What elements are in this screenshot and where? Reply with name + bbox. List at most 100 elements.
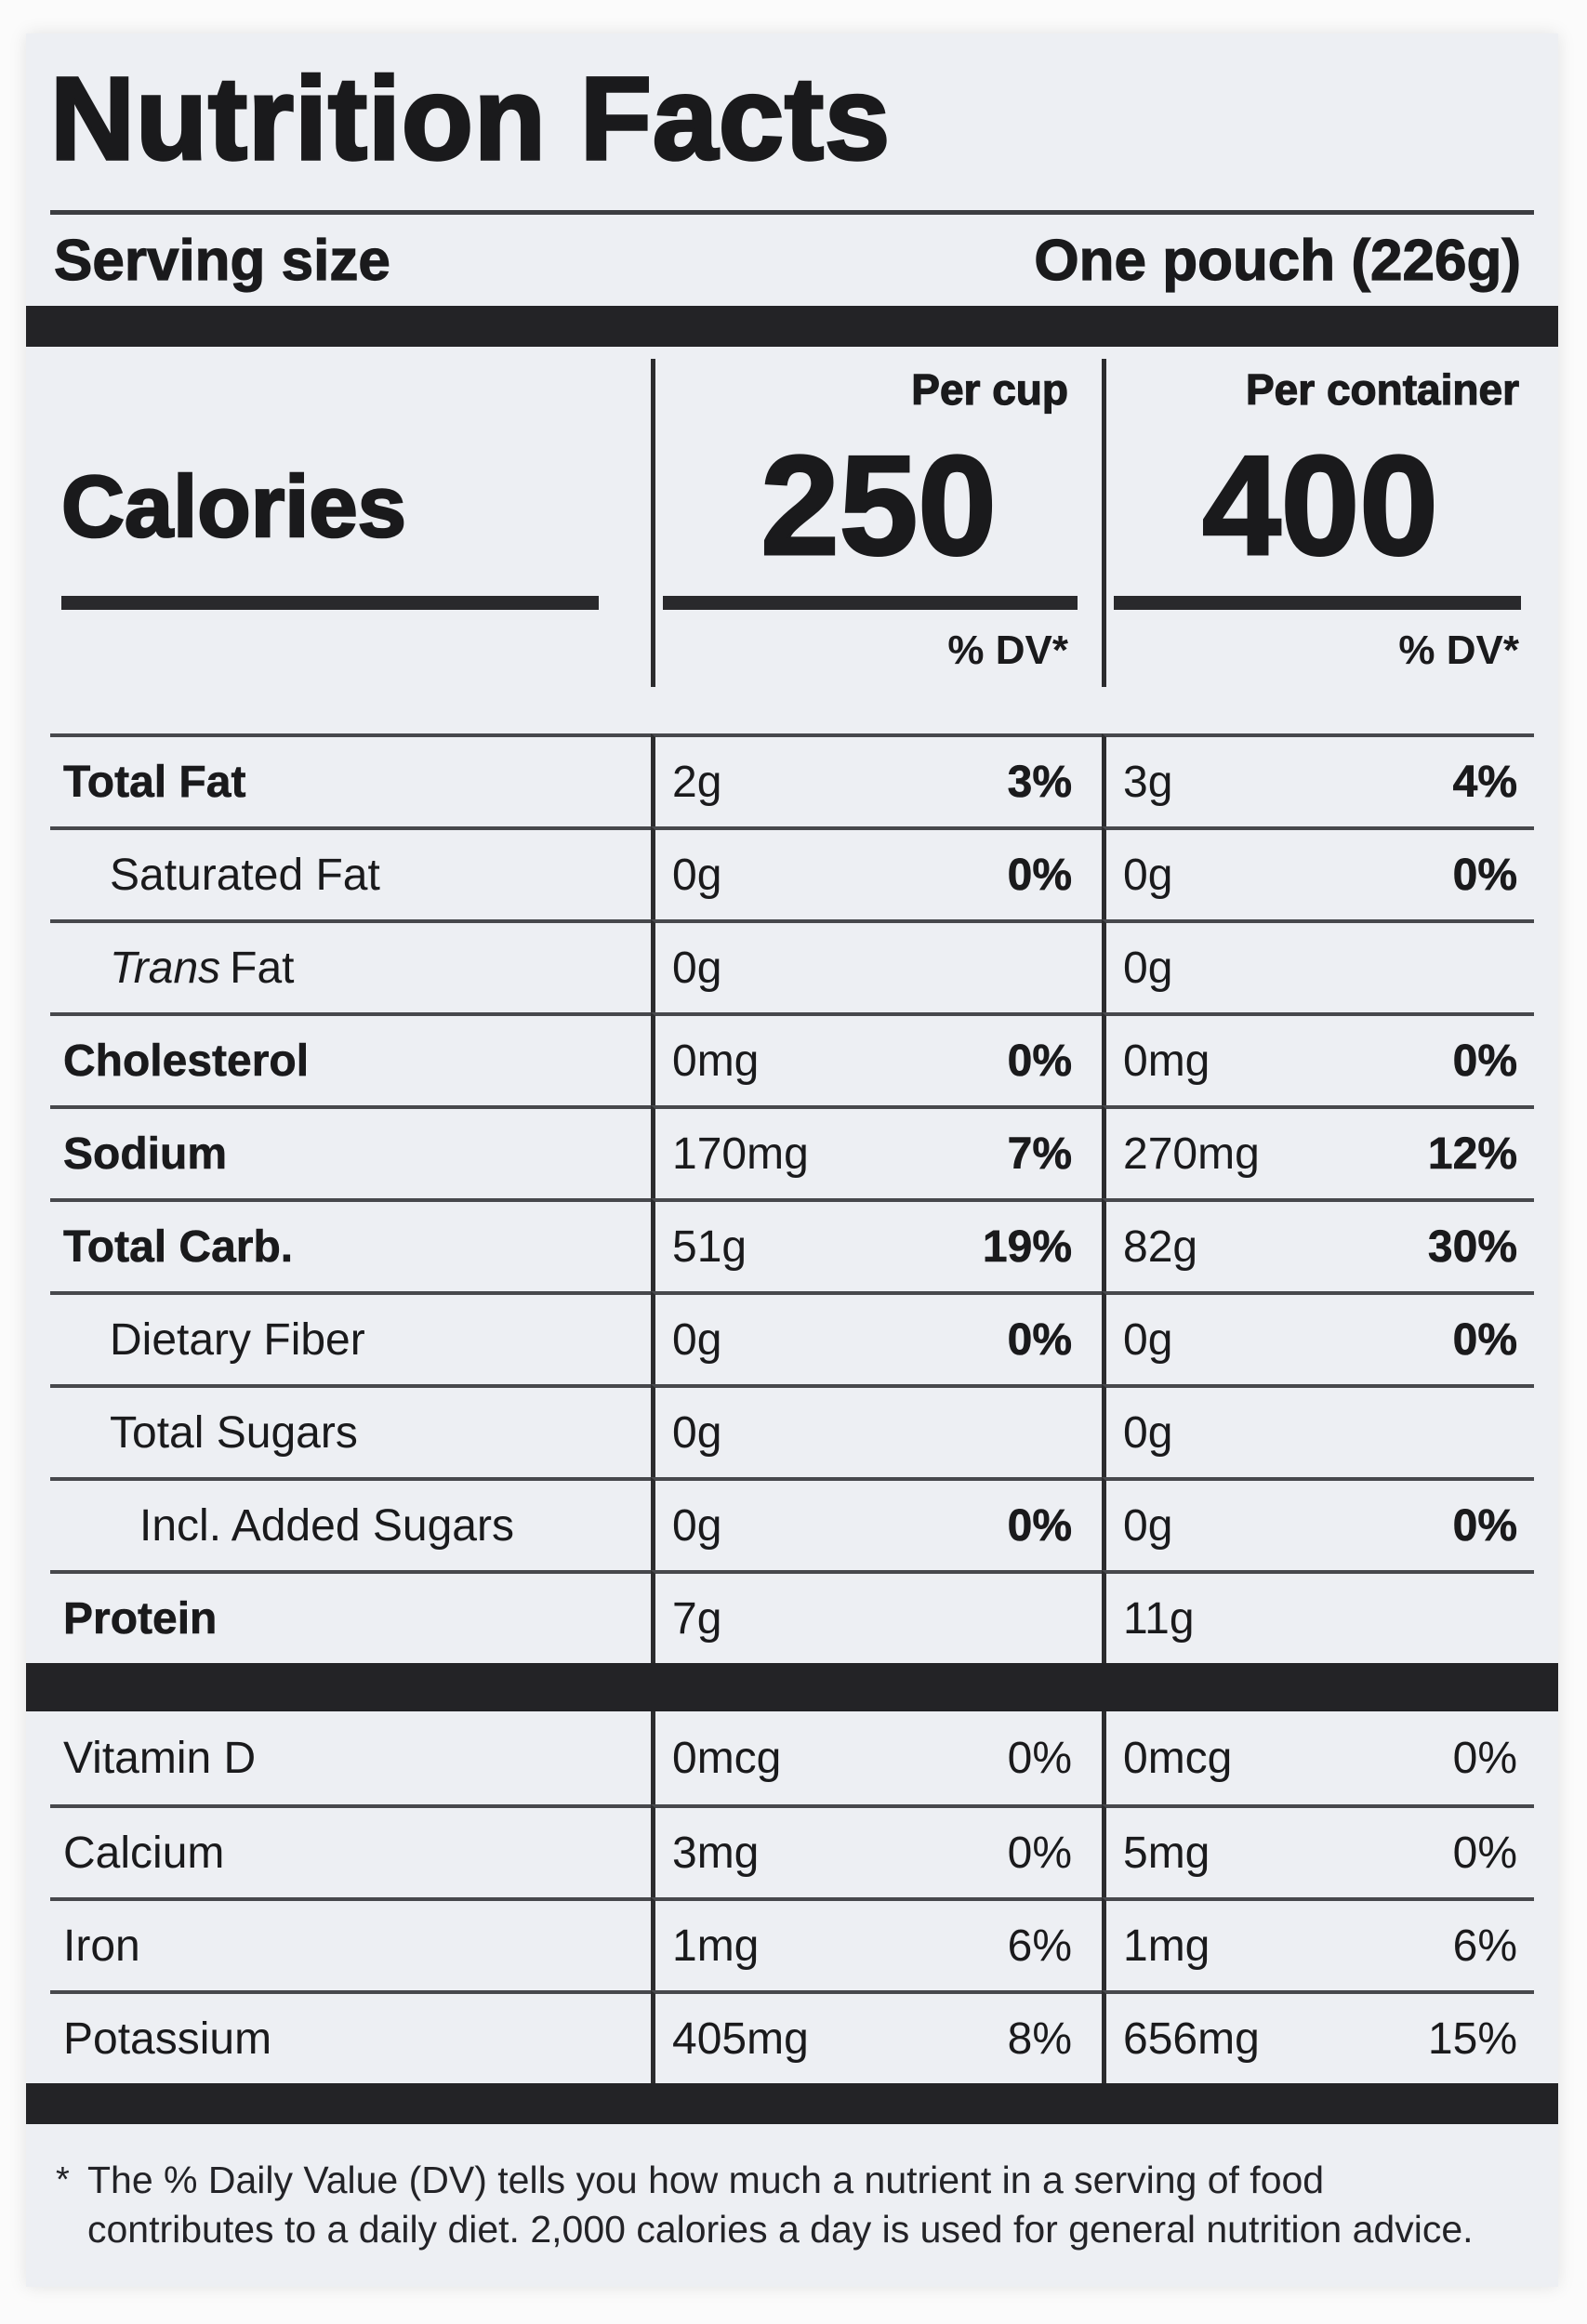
nutrient-row-total-fat: Total Fat 2g 3% 3g 4% [50, 733, 1534, 826]
dv-per-cup: 0% [1007, 1733, 1072, 1783]
nutrient-name: Sodium [50, 1105, 651, 1198]
amount-per-container: 0mg [1123, 1036, 1210, 1086]
amount-per-cup: 0g [672, 943, 722, 993]
nutrient-name: Protein [50, 1570, 651, 1663]
nutrient-name: Total Fat [50, 733, 651, 826]
dv-per-container: 30% [1427, 1221, 1518, 1272]
calories-values-row: Calories 250 400 [50, 420, 1534, 592]
amount-per-cup: 51g [672, 1221, 747, 1272]
amount-per-container: 11g [1123, 1593, 1195, 1644]
footnote-text: The % Daily Value (DV) tells you how muc… [87, 2159, 1474, 2251]
micronutrient-row-calcium: Calcium 3mg 0% 5mg 0% [50, 1804, 1534, 1897]
dv-per-cup: 6% [1007, 1921, 1072, 1971]
per-container-header: Per container [1102, 359, 1534, 420]
dv-per-container: 0% [1452, 850, 1517, 900]
calories-underline-row [50, 592, 1534, 614]
calories-rule [61, 596, 599, 610]
amount-per-cup: 7g [672, 1593, 722, 1644]
dv-per-cup: 0% [1007, 1500, 1072, 1551]
dv-per-cup: 19% [982, 1221, 1073, 1272]
dv-per-container: 12% [1427, 1129, 1518, 1179]
dv-per-cup: 7% [1007, 1129, 1072, 1179]
thick-bar-middle [26, 1663, 1558, 1711]
dv-per-cup: 3% [1007, 757, 1072, 807]
per-cup-header: Per cup [651, 359, 1102, 420]
dv-per-container: 0% [1452, 1500, 1517, 1551]
dv-header-container: % DV* [1102, 614, 1534, 687]
nutrient-name: Calcium [50, 1804, 651, 1897]
nutrient-rows: Total Fat 2g 3% 3g 4% Saturated Fat 0g 0… [50, 733, 1534, 1663]
amount-per-cup: 0g [672, 850, 722, 900]
nutrient-name: Saturated Fat [50, 826, 651, 919]
daily-value-footnote: * The % Daily Value (DV) tells you how m… [50, 2156, 1534, 2255]
nutrient-row-added-sugars: Incl. Added Sugars 0g 0% 0g 0% [50, 1477, 1534, 1570]
amount-per-cup: 0mcg [672, 1733, 782, 1783]
amount-per-cup: 405mg [672, 2014, 809, 2064]
thick-bar-bottom [26, 2083, 1558, 2124]
nutrient-row-sodium: Sodium 170mg 7% 270mg 12% [50, 1105, 1534, 1198]
amount-per-container: 3g [1123, 757, 1173, 807]
dv-per-container: 0% [1452, 1314, 1517, 1365]
dv-per-cup: 0% [1007, 1314, 1072, 1365]
nutrient-name: Iron [50, 1897, 651, 1990]
dv-per-container: 15% [1427, 2014, 1517, 2064]
micronutrient-row-iron: Iron 1mg 6% 1mg 6% [50, 1897, 1534, 1990]
amount-per-container: 0g [1123, 943, 1173, 993]
nutrient-name: Fat [230, 943, 295, 993]
panel-title: Nutrition Facts [48, 51, 892, 186]
amount-per-container: 5mg [1123, 1828, 1210, 1878]
dv-header-cup: % DV* [651, 614, 1102, 687]
dv-per-cup: 0% [1007, 1036, 1072, 1086]
amount-per-container: 0g [1123, 1500, 1173, 1551]
amount-per-container: 656mg [1123, 2014, 1260, 2064]
amount-per-container: 0g [1123, 1314, 1173, 1365]
nutrient-row-trans-fat: Trans Fat 0g 0g [50, 919, 1534, 1012]
dv-per-cup: 8% [1007, 2014, 1072, 2064]
dv-per-container: 0% [1452, 1828, 1517, 1878]
amount-per-cup: 3mg [672, 1828, 760, 1878]
serving-size-row: Serving size One pouch (226g) [50, 215, 1534, 306]
dv-per-container: 0% [1452, 1036, 1517, 1086]
dv-per-container: 0% [1452, 1733, 1517, 1783]
nutrient-name: Incl. Added Sugars [50, 1477, 651, 1570]
amount-per-cup: 1mg [672, 1921, 760, 1971]
nutrient-name: Total Sugars [50, 1384, 651, 1477]
nutrient-name-italic-prefix: Trans [110, 943, 221, 993]
dv-per-cup: 0% [1007, 850, 1072, 900]
amount-per-cup: 0mg [672, 1036, 760, 1086]
calories-label: Calories [60, 456, 408, 556]
amount-per-container: 270mg [1123, 1129, 1260, 1179]
amount-per-cup: 0g [672, 1500, 722, 1551]
amount-per-cup: 0g [672, 1314, 722, 1365]
nutrient-name: Potassium [50, 1990, 651, 2083]
nutrient-row-total-carb: Total Carb. 51g 19% 82g 30% [50, 1198, 1534, 1291]
nutrition-facts-panel: Nutrition Facts Serving size One pouch (… [26, 33, 1558, 2287]
calories-per-container: 400 [1102, 420, 1534, 592]
serving-size-value: One pouch (226g) [1034, 228, 1522, 293]
footnote-asterisk: * [56, 2160, 70, 2199]
micronutrient-row-potassium: Potassium 405mg 8% 656mg 15% [50, 1990, 1534, 2083]
nutrient-name: Dietary Fiber [50, 1291, 651, 1384]
amount-per-container: 0g [1123, 1407, 1173, 1458]
serving-size-label: Serving size [53, 228, 390, 293]
dv-per-container: 4% [1452, 757, 1517, 807]
nutrient-name: Vitamin D [63, 1733, 257, 1783]
daily-value-header-row: % DV* % DV* [50, 614, 1534, 687]
micronutrient-row-vitamin-d: Vitamin D 0mcg 0% 0mcg 0% [50, 1711, 1534, 1804]
calories-per-cup: 250 [651, 420, 1102, 592]
amount-per-cup: 170mg [672, 1129, 809, 1179]
nutrient-row-total-sugars: Total Sugars 0g 0g [50, 1384, 1534, 1477]
title-divider [50, 210, 1534, 215]
nutrient-name: Total Carb. [50, 1198, 651, 1291]
dv-per-cup: 0% [1007, 1828, 1072, 1878]
nutrient-row-saturated-fat: Saturated Fat 0g 0% 0g 0% [50, 826, 1534, 919]
amount-per-container: 0g [1123, 850, 1173, 900]
nutrient-name: Cholesterol [50, 1012, 651, 1105]
micronutrient-rows: Vitamin D 0mcg 0% 0mcg 0% Calcium 3mg 0%… [50, 1711, 1534, 2083]
nutrient-row-dietary-fiber: Dietary Fiber 0g 0% 0g 0% [50, 1291, 1534, 1384]
dv-per-container: 6% [1452, 1921, 1517, 1971]
nutrient-row-cholesterol: Cholesterol 0mg 0% 0mg 0% [50, 1012, 1534, 1105]
amount-per-container: 0mcg [1123, 1733, 1233, 1783]
calories-column-headers: Per cup Per container [50, 359, 1534, 420]
